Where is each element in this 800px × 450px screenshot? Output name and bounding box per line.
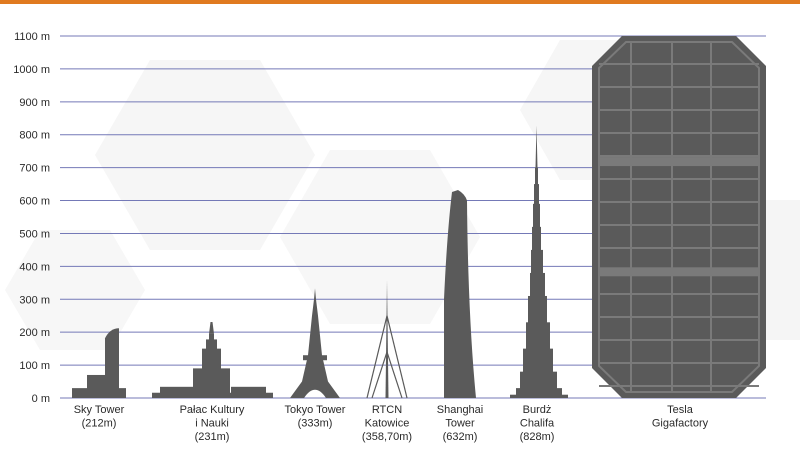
label-burdz-chalifa: Burdż Chalifa (828m) [520,404,555,443]
label-line: Sky Tower [74,404,125,416]
label-sky-tower: Sky Tower (212m) [74,404,125,430]
sky-tower-base [87,374,105,398]
y-tick-label: 500 m [19,228,50,240]
building-shanghai-tower [444,190,476,398]
sky-tower-shaft [105,328,119,398]
label-line: Chalifa [520,418,555,430]
label-line: Tower [445,418,475,430]
burdz-chalifa-tier [535,167,538,398]
buildings [72,36,766,399]
tesla-gigafactory-band [599,157,759,167]
y-tick-label: 1100 m [14,31,50,43]
building-labels: Sky Tower (212m) Pałac Kultury i Nauki (231m… [74,404,709,443]
y-tick-label: 400 m [19,261,50,273]
y-tick-label: 800 m [19,130,50,142]
y-axis-tick-labels: 0 m 100 m 200 m 300 m 400 m 500 m 600 m 700 m 80… [13,31,50,405]
label-line: i Nauki [195,418,229,430]
y-tick-label: 700 m [19,163,50,175]
burdz-chalifa-spire [535,125,538,168]
label-palac-kultury: Pałac Kultury i Nauki (231m) [180,404,245,443]
y-tick-label: 100 m [19,360,50,372]
label-tesla-gigafactory: Tesla Gigafactory [652,404,709,430]
palac-kultury-section [231,386,266,398]
label-line: Burdż [523,404,552,416]
label-line: Katowice [365,418,410,430]
tesla-gigafactory-footprint [592,36,766,398]
y-tick-label: 200 m [19,327,50,339]
label-shanghai-tower: Shanghai Tower (632m) [437,404,484,443]
label-rtcn-katowice: RTCN Katowice (358,70m) [362,404,412,443]
y-tick-label: 1000 m [13,64,50,76]
building-tokyo-tower [290,288,340,398]
sky-tower-base [72,388,87,398]
label-line: (358,70m) [362,431,412,443]
building-burdz-chalifa [510,125,568,398]
rtcn-guy-wire [386,315,408,399]
y-tick-label: 0 m [32,393,50,405]
label-line: (212m) [82,418,117,430]
rtcn-mast [385,279,389,398]
label-line: (231m) [195,431,230,443]
sky-tower-base [117,388,126,398]
rtcn-guy-wire [366,315,388,399]
y-tick-label: 600 m [19,196,50,208]
rtcn-guy-wire [371,351,388,399]
tokyo-tower-observation-deck [303,355,327,361]
label-line: (333m) [298,418,333,430]
building-rtcn-katowice [366,279,408,399]
building-tesla-gigafactory [592,36,766,398]
building-palac-kultury [152,321,273,398]
label-line: (828m) [520,431,555,443]
tesla-gigafactory-outline [598,41,760,393]
y-tick-label: 900 m [19,97,50,109]
label-line: Tokyo Tower [285,404,346,416]
building-sky-tower [72,328,126,398]
label-line: Pałac Kultury [180,404,245,416]
shanghai-tower-body [444,190,476,398]
accent-top-bar [0,0,800,4]
label-line: RTCN [372,404,402,416]
palac-kultury-spire [209,321,214,334]
label-line: Gigafactory [652,418,709,430]
tokyo-tower-lattice [290,288,340,398]
rtcn-guy-wire [386,351,403,399]
palac-kultury-section [160,386,195,398]
y-tick-label: 300 m [19,294,50,306]
palac-kultury-section [209,333,214,398]
label-line: Tesla [667,404,694,416]
label-line: (632m) [443,431,478,443]
label-line: Shanghai [437,404,484,416]
label-tokyo-tower: Tokyo Tower (333m) [285,404,346,430]
tesla-gigafactory-band [599,267,759,277]
